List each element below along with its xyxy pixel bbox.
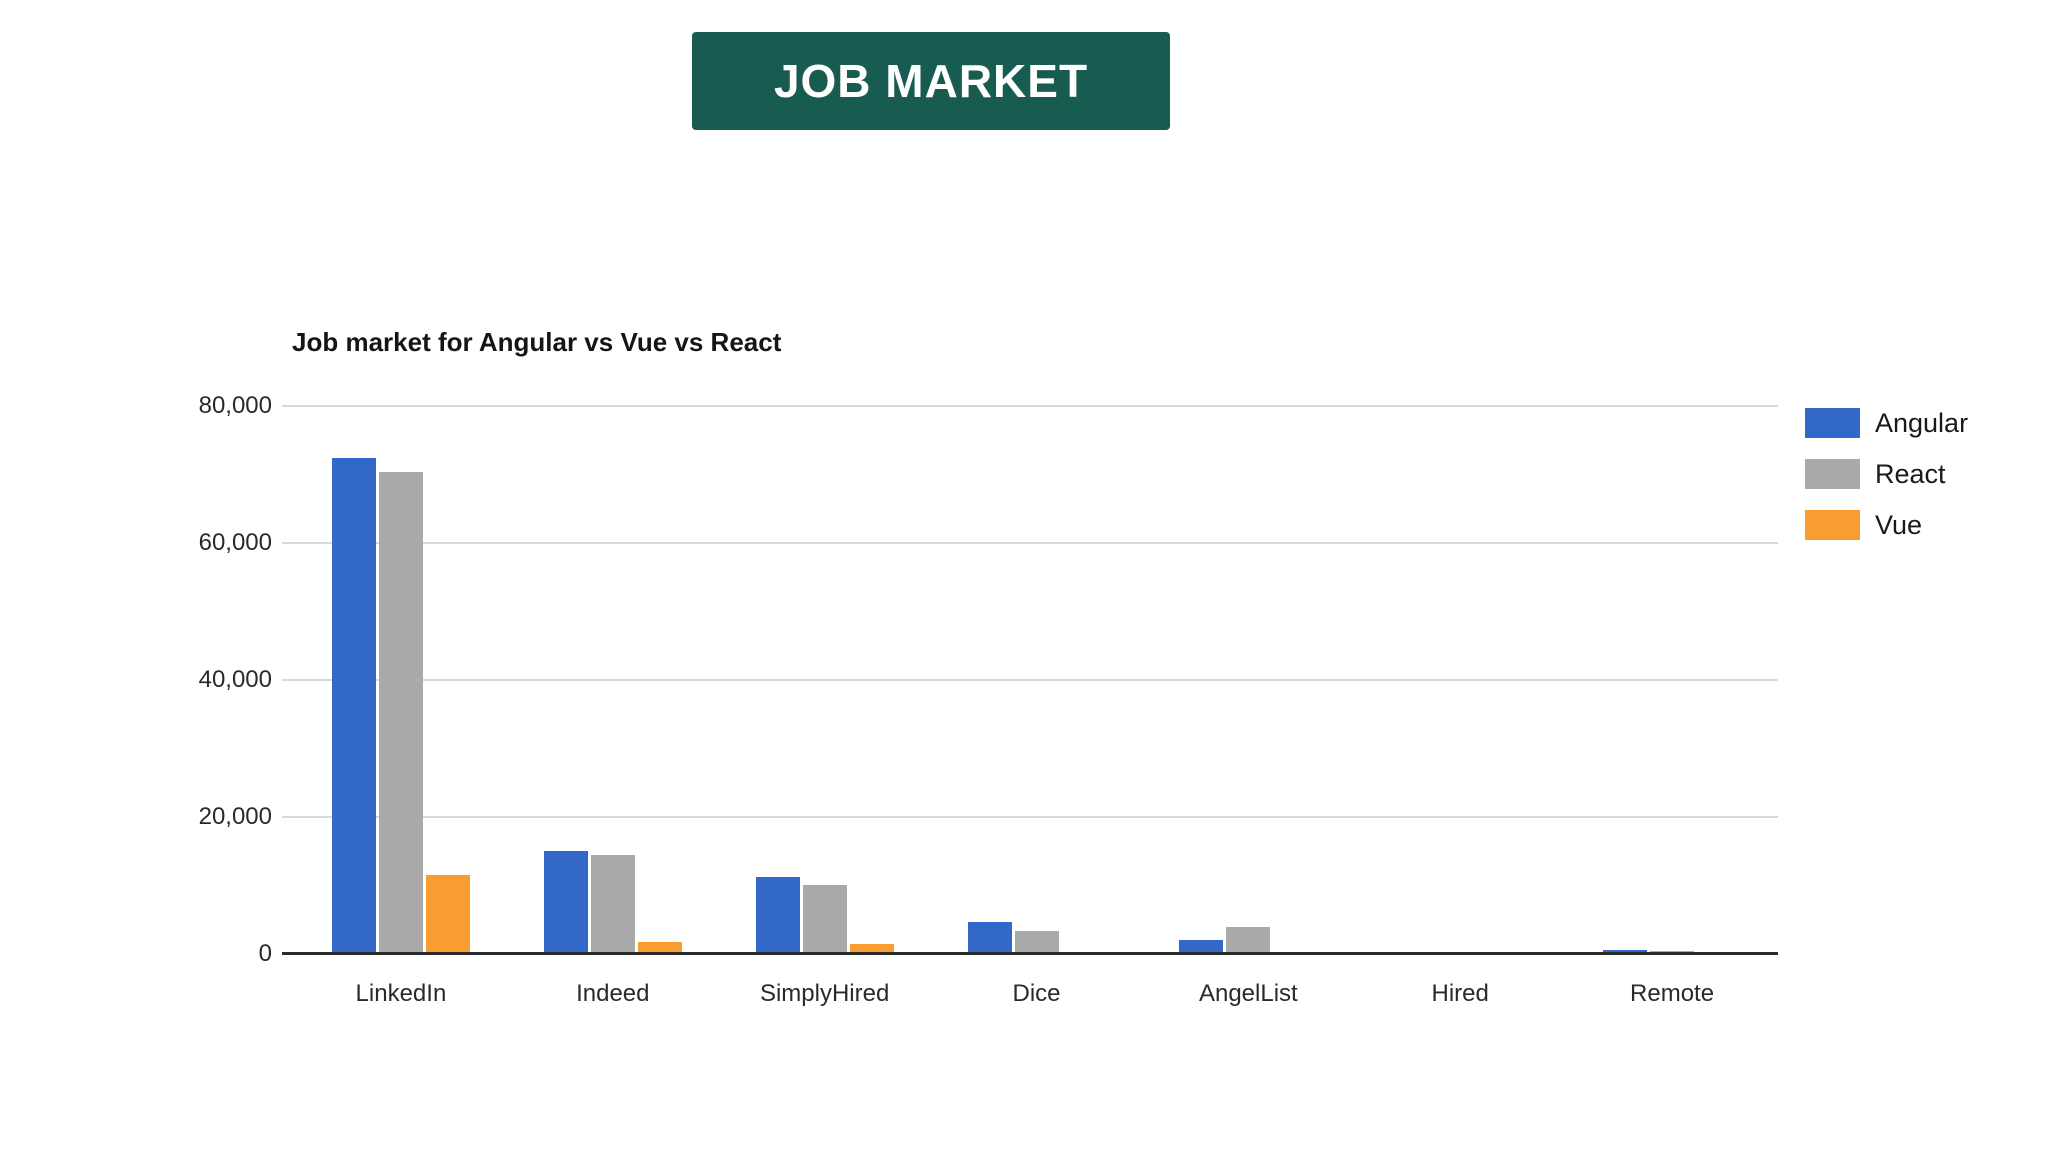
x-tick-label: Dice	[1012, 980, 1061, 1007]
x-tick-label: Remote	[1630, 980, 1715, 1007]
bar-react-simplyhired	[802, 885, 847, 954]
bar-angular-linkedin	[331, 458, 376, 954]
x-tick-label: Indeed	[576, 980, 650, 1007]
legend-item-vue: Vue	[1805, 510, 1968, 540]
job-market-banner: JOB MARKET	[692, 32, 1170, 130]
y-tick-label: 20,000	[198, 803, 272, 830]
y-tick-label: 40,000	[198, 666, 272, 693]
legend-item-angular: Angular	[1805, 408, 1968, 438]
bar-vue-linkedin	[425, 875, 470, 954]
gridline	[282, 405, 1778, 407]
bar-angular-indeed	[543, 851, 588, 954]
x-tick-label: Hired	[1431, 980, 1489, 1007]
gridline	[282, 816, 1778, 818]
chart-title: Job market for Angular vs Vue vs React	[292, 327, 782, 357]
legend-swatch-angular	[1805, 408, 1860, 438]
legend-swatch-vue	[1805, 510, 1860, 540]
bar-vue-simplyhired	[849, 944, 894, 954]
x-tick-label: SimplyHired	[759, 980, 890, 1007]
legend-label: Angular	[1875, 407, 1969, 438]
bar-vue-indeed	[637, 942, 682, 954]
bar-react-linkedin	[378, 472, 423, 954]
gridline	[282, 679, 1778, 681]
legend: Angular React Vue	[1805, 408, 1968, 561]
legend-label: Vue	[1875, 509, 1923, 540]
y-tick-label: 80,000	[198, 392, 272, 419]
bar-angular-dice	[967, 922, 1012, 954]
y-tick-label: 60,000	[198, 529, 272, 556]
bar-angular-simplyhired	[755, 877, 800, 954]
bar-angular-angellist	[1179, 940, 1224, 954]
x-tick-label: LinkedIn	[355, 980, 447, 1007]
banner-title: JOB MARKET	[773, 55, 1089, 107]
x-axis-line	[282, 952, 1778, 955]
bar-react-angellist	[1226, 927, 1271, 954]
legend-swatch-react	[1805, 459, 1860, 489]
gridline	[282, 542, 1778, 544]
y-tick-label: 0	[258, 940, 272, 967]
bar-react-indeed	[590, 855, 635, 954]
x-tick-label: AngelList	[1198, 980, 1298, 1007]
bar-react-dice	[1014, 931, 1059, 954]
legend-item-react: React	[1805, 459, 1968, 489]
legend-label: React	[1875, 458, 1946, 489]
